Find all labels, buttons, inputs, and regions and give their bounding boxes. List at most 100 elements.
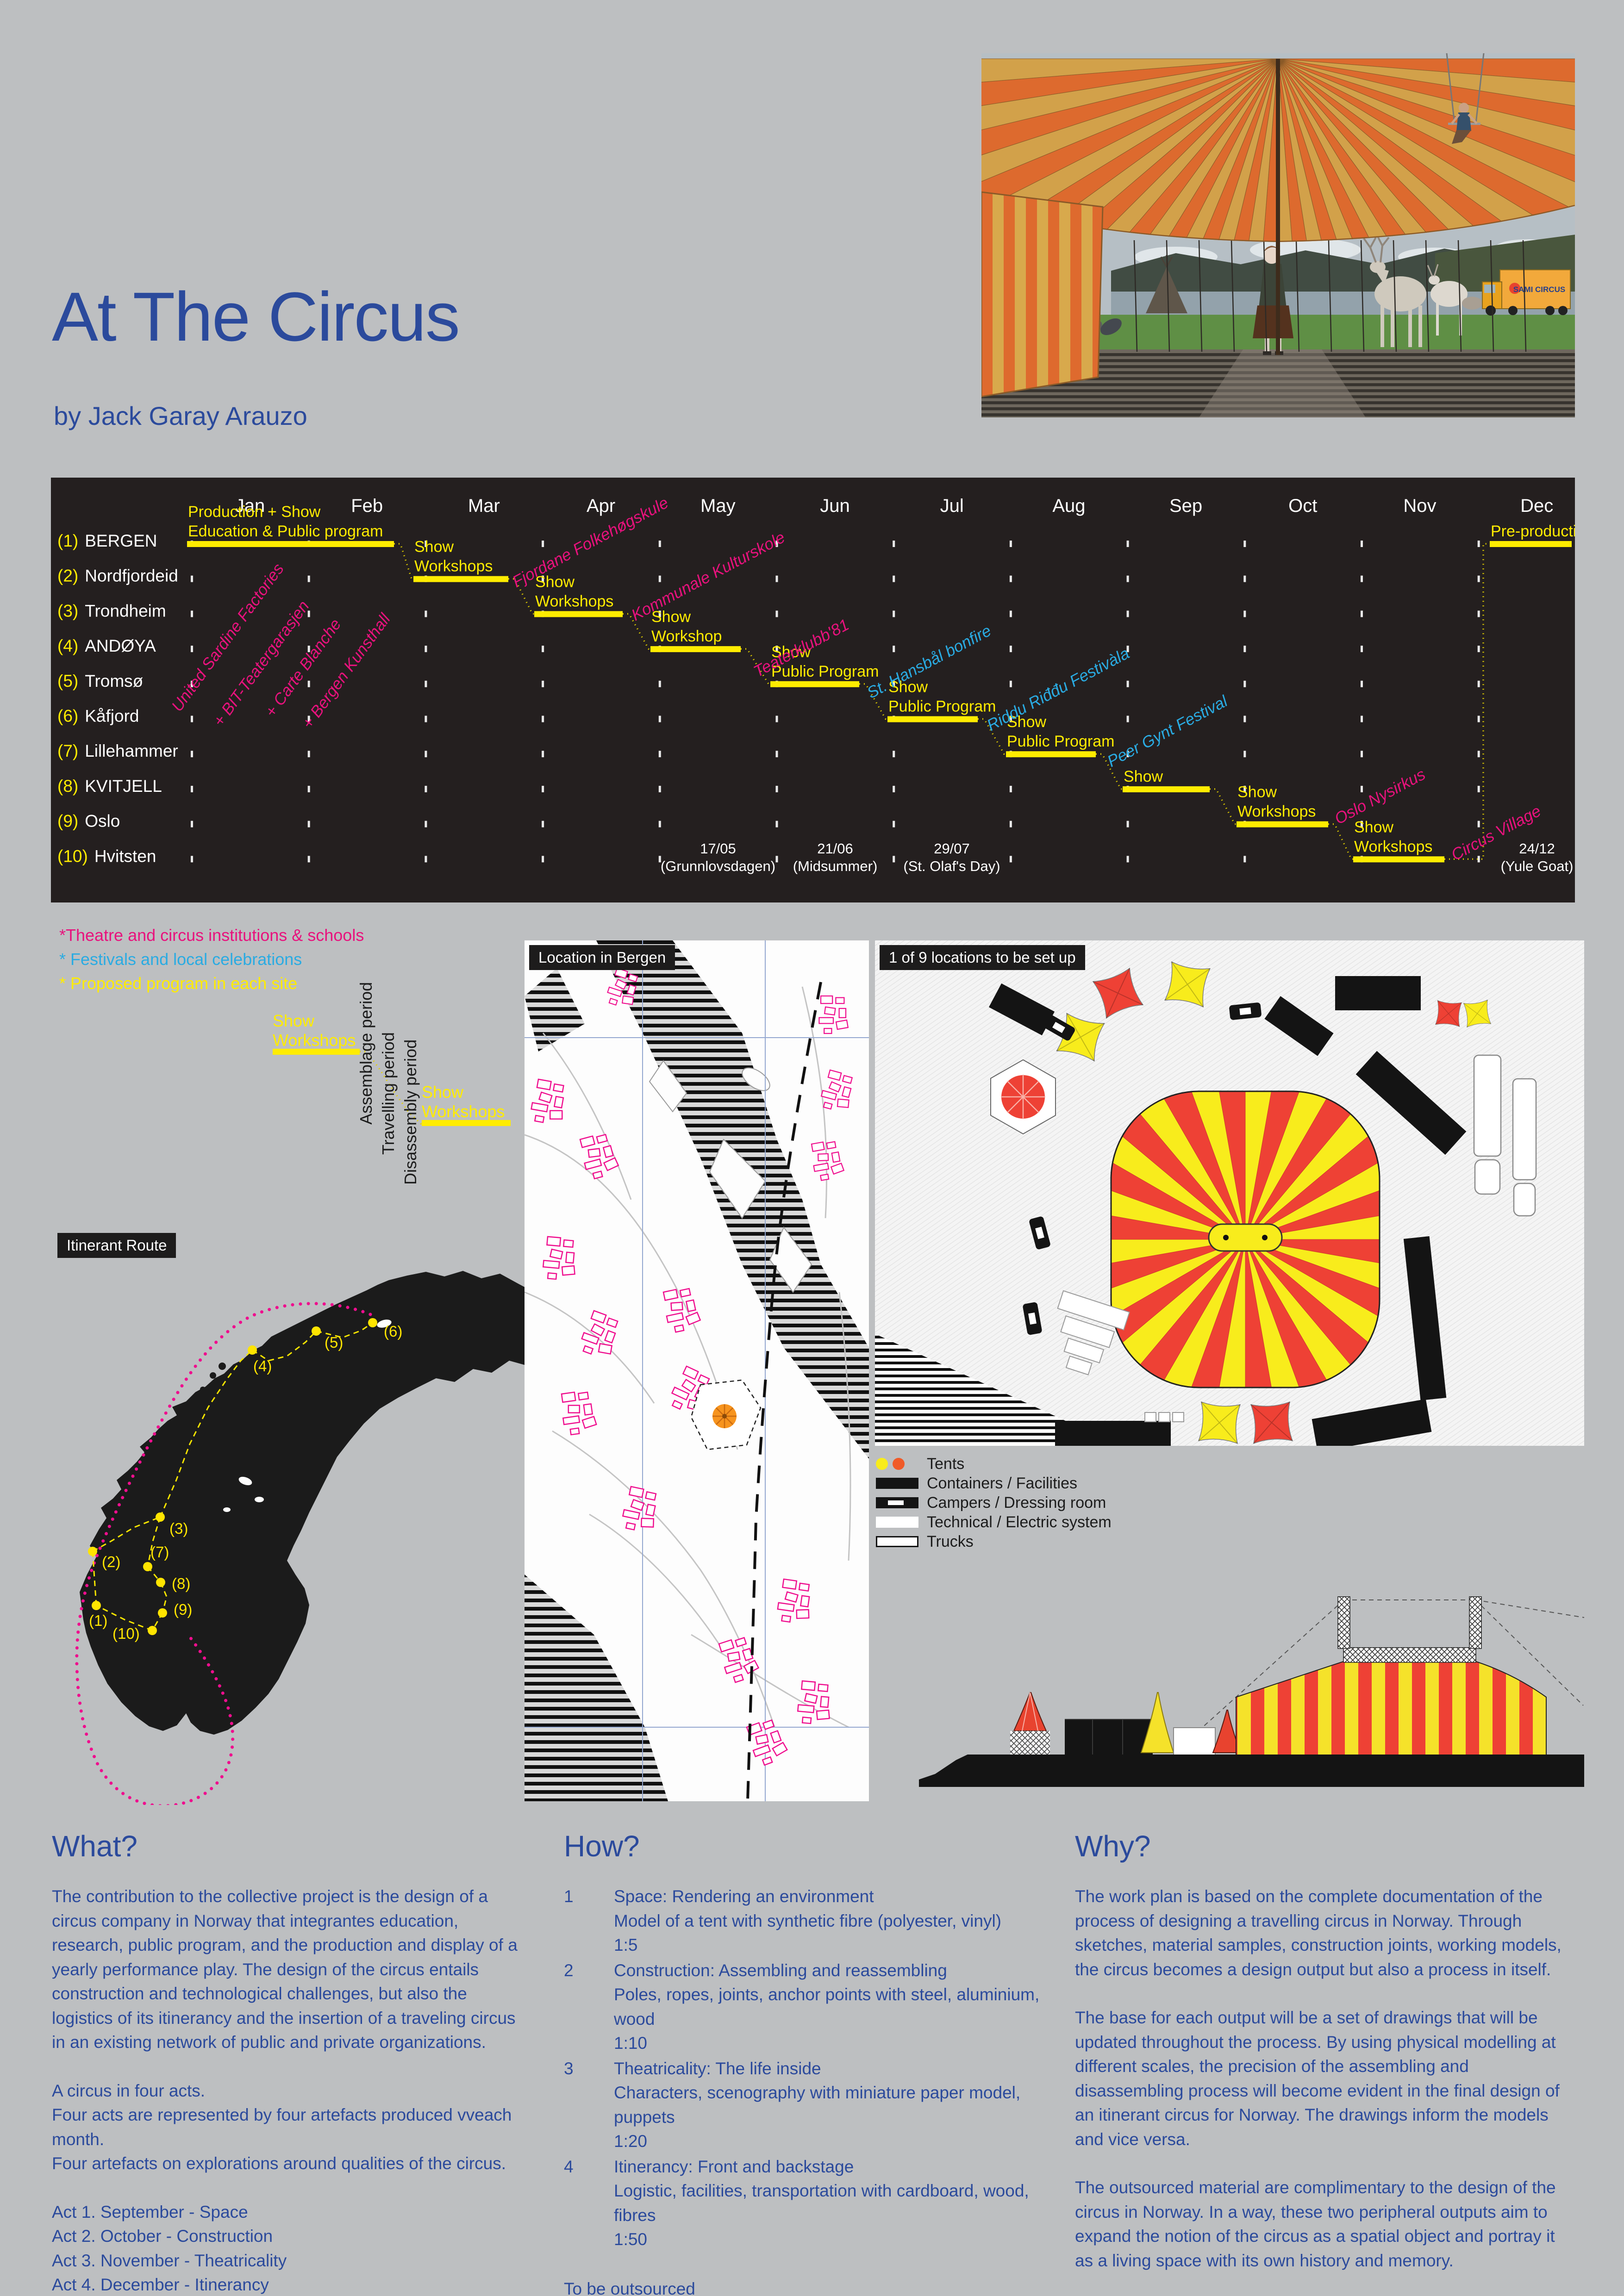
route-point-label: (1) bbox=[89, 1612, 107, 1629]
route-point bbox=[312, 1326, 321, 1336]
containers-elevation bbox=[1065, 1719, 1153, 1755]
gantt-bar bbox=[1123, 786, 1210, 792]
grid-tick bbox=[1243, 541, 1246, 547]
periods-bar2 bbox=[422, 1120, 511, 1126]
grid-tick bbox=[1361, 821, 1363, 828]
grid-tick bbox=[1009, 716, 1012, 722]
grid-tick bbox=[542, 751, 544, 758]
outsourced-heading: To be outsourced bbox=[564, 2279, 695, 2296]
key-date: 21/06 bbox=[817, 840, 853, 857]
periods-bar2-label-1: Show bbox=[422, 1083, 464, 1101]
timeline-row-label: (8) KVITJELL bbox=[57, 777, 162, 796]
grid-tick bbox=[1361, 610, 1363, 617]
timeline-row-label: (5) Tromsø bbox=[57, 672, 143, 691]
route-point bbox=[248, 1345, 257, 1355]
big-top-elevation bbox=[1236, 1596, 1547, 1756]
route-dashed-line bbox=[746, 982, 822, 1801]
page-title: At The Circus bbox=[52, 278, 460, 355]
camper-icon bbox=[876, 1497, 927, 1508]
why-para: The work plan is based on the complete d… bbox=[1075, 1887, 1562, 1979]
gantt-chart: Jan Feb Mar Apr May Jun Jul Aug Sep Oct Nov Dec (1) B… bbox=[57, 493, 1594, 874]
circus-site-marker bbox=[690, 1379, 762, 1450]
gantt-bar-label: Show bbox=[1124, 768, 1163, 785]
route-point-label: (8) bbox=[172, 1575, 190, 1592]
route-point-label: (3) bbox=[169, 1520, 188, 1537]
gantt-bar-label: Show bbox=[888, 678, 928, 696]
month-label: Jul bbox=[940, 496, 964, 516]
gantt-connector bbox=[394, 543, 415, 580]
gantt-bar-label: Show bbox=[651, 608, 691, 626]
technical-units bbox=[1057, 1290, 1184, 1422]
month-label: May bbox=[700, 496, 736, 516]
grid-tick bbox=[1243, 856, 1246, 863]
gantt-bar-label: Show bbox=[414, 538, 454, 556]
gantt-bar bbox=[1490, 541, 1572, 547]
grid-tick bbox=[1009, 821, 1012, 828]
what-para: A circus in four acts. Four acts are rep… bbox=[52, 2081, 512, 2173]
grid-tick bbox=[1126, 856, 1129, 863]
site-plan: 1 of 9 locations to be set up bbox=[875, 940, 1584, 1446]
grid-tick bbox=[307, 680, 310, 687]
containers bbox=[988, 976, 1467, 1446]
grid-tick bbox=[1126, 680, 1129, 687]
month-label: Jun bbox=[820, 496, 850, 516]
periods-diagram: Show Workshops Assemblage period Travell… bbox=[273, 982, 511, 1185]
reindeer bbox=[1363, 236, 1518, 347]
institution-label: St. Hansbål bonfire bbox=[864, 622, 994, 702]
gantt-bar-label: Show bbox=[771, 643, 811, 661]
grid-tick bbox=[191, 646, 193, 653]
institution-label: + Bergen Kunsthall bbox=[299, 610, 394, 732]
grid-tick bbox=[1126, 575, 1129, 582]
route-point bbox=[92, 1601, 101, 1610]
key-date: 29/07 bbox=[934, 840, 970, 857]
grid-tick bbox=[1477, 751, 1480, 758]
grid-tick bbox=[775, 785, 778, 792]
grid-tick bbox=[1243, 646, 1246, 653]
lakes bbox=[223, 1319, 392, 1512]
gantt-bar bbox=[534, 611, 623, 617]
gantt-bar bbox=[1237, 821, 1328, 828]
route-point-label: (4) bbox=[253, 1357, 272, 1375]
trucks-plan bbox=[1473, 1054, 1537, 1217]
grid-tick bbox=[191, 610, 193, 617]
legend-label: Trucks bbox=[927, 1532, 974, 1550]
institution-label: Kommunale Kulturskole bbox=[628, 528, 788, 624]
gantt-bar-label: Show bbox=[1354, 818, 1393, 836]
timeline-row-label: (3) Trondheim bbox=[57, 601, 166, 620]
grid-tick bbox=[1126, 716, 1129, 722]
bergen-map: Location in Bergen bbox=[525, 940, 869, 1801]
grid-tick bbox=[425, 821, 427, 828]
grid-tick bbox=[1361, 541, 1363, 547]
siteplan-legend: Tents Containers / Facilities Campers / … bbox=[876, 1454, 1112, 1551]
route-points: (1) (2) (3) (4) (5) (6) (7)(8) (9) (10) bbox=[88, 1318, 402, 1642]
grid-tick bbox=[1477, 575, 1480, 582]
grid-tick bbox=[775, 575, 778, 582]
timeline-row-label: (7) Lillehammer bbox=[57, 741, 178, 760]
route-point bbox=[88, 1547, 97, 1556]
gantt-bar bbox=[413, 576, 508, 582]
key-date-name: (Yule Goat) bbox=[1501, 858, 1574, 874]
byline: by Jack Garay Arauzo bbox=[54, 401, 307, 430]
route-point-label: (10) bbox=[112, 1625, 140, 1642]
grid-tick bbox=[1009, 785, 1012, 792]
legend-label: Technical / Electric system bbox=[927, 1513, 1112, 1531]
gantt-bar-label: Workshops bbox=[1237, 803, 1316, 821]
month-label: Feb bbox=[351, 496, 383, 516]
grid-tick bbox=[1361, 646, 1363, 653]
timeline-legend: *Theatre and circus institutions & schoo… bbox=[59, 923, 364, 996]
timeline-row-label: (2) Nordfjordeid bbox=[57, 566, 178, 585]
gantt-bar-label: Production + Show bbox=[188, 503, 321, 521]
timeline-row-label: (6) Kåfjord bbox=[57, 707, 139, 726]
legend-row-trucks: Trucks bbox=[876, 1532, 1112, 1551]
grid-tick bbox=[893, 610, 895, 617]
key-date: 17/05 bbox=[700, 840, 736, 857]
gantt-bar-label: Workshops bbox=[535, 592, 613, 610]
what-column: What? The contribution to the collective… bbox=[52, 1829, 529, 2296]
legend-institutions: *Theatre and circus institutions & schoo… bbox=[59, 926, 364, 945]
grid-tick bbox=[191, 856, 193, 863]
norway-map: (1) (2) (3) (4) (5) (6) (7)(8) (9) (10) bbox=[75, 1271, 537, 1805]
month-label: Sep bbox=[1169, 496, 1202, 516]
grid-tick bbox=[542, 646, 544, 653]
grid-tick bbox=[542, 856, 544, 863]
container-icon bbox=[876, 1478, 927, 1489]
